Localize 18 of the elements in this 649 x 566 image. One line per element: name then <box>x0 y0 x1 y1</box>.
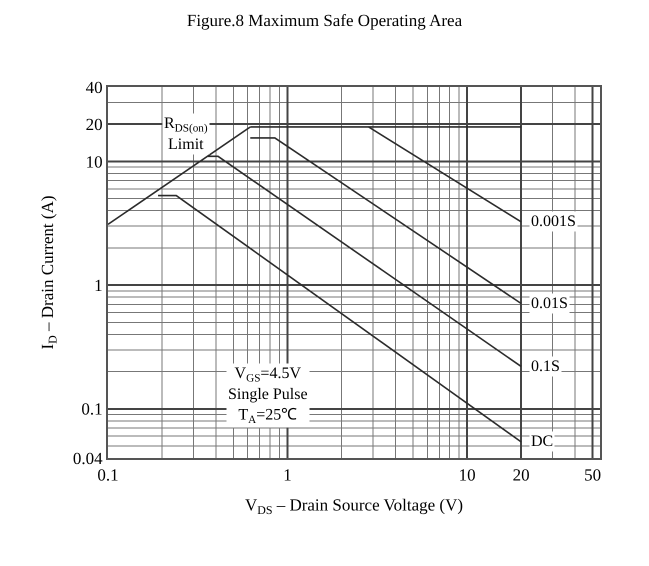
series-label: 0.001S <box>531 213 576 230</box>
series-label: DC <box>531 433 554 450</box>
x-axis-title: V$_{DS}$ – Drain Source Voltage (V) <box>244 495 464 517</box>
x-tick-label: 1 <box>283 465 292 484</box>
y-tick-label: 0.1 <box>81 400 103 419</box>
y-tick-label: 20 <box>86 115 103 134</box>
x-tick-label: 10 <box>458 465 476 484</box>
series-label: 0.1S <box>531 358 560 375</box>
y-tick-label: 0.04 <box>72 448 104 468</box>
annotation: V$_{GS}$=4.5V Single Pulse T$_{A}$=25℃ <box>228 365 308 426</box>
x-tick-label: 50 <box>584 465 602 484</box>
y-tick-label: 10 <box>86 152 103 172</box>
y-tick-label: 1 <box>94 276 103 296</box>
chart-title: Figure.8 Maximum Safe Operating Area <box>186 10 463 30</box>
y-tick-label: 40 <box>86 78 103 97</box>
x-tick-label: 20 <box>512 465 530 484</box>
series-label: 0.01S <box>531 295 568 312</box>
annotation: R$_{DS(on)}$ Limit <box>164 115 208 153</box>
